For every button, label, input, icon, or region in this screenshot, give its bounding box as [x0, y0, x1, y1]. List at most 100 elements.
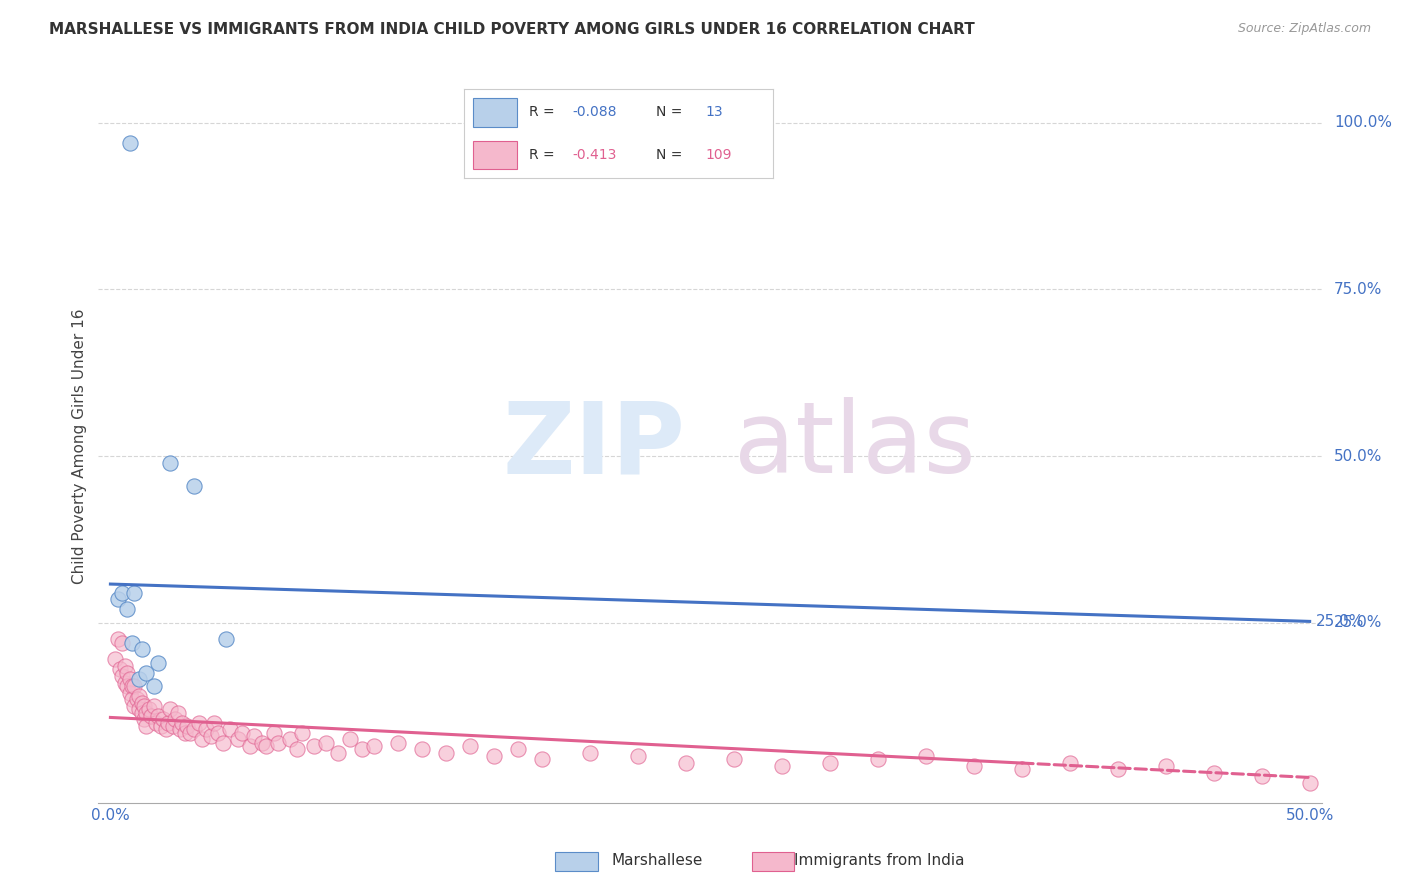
- Point: [176, 719, 198, 733]
- Text: 100.0%: 100.0%: [1334, 115, 1392, 130]
- Point: [328, 746, 350, 760]
- Point: [212, 736, 235, 750]
- Point: [107, 632, 129, 647]
- Text: -0.088: -0.088: [572, 105, 617, 120]
- Point: [104, 652, 127, 666]
- Point: [291, 725, 314, 739]
- Text: ZIP: ZIP: [503, 398, 686, 494]
- Point: [128, 689, 150, 703]
- Point: [132, 713, 155, 727]
- FancyBboxPatch shape: [474, 141, 516, 169]
- FancyBboxPatch shape: [474, 98, 516, 127]
- Point: [115, 665, 138, 680]
- Point: [145, 715, 167, 730]
- Point: [411, 742, 433, 756]
- Point: [627, 749, 650, 764]
- Point: [183, 723, 205, 737]
- Point: [135, 706, 157, 720]
- Point: [243, 729, 266, 743]
- Point: [339, 732, 361, 747]
- Point: [214, 632, 236, 647]
- Y-axis label: Child Poverty Among Girls Under 16: Child Poverty Among Girls Under 16: [72, 309, 87, 583]
- Point: [124, 585, 146, 599]
- Point: [179, 725, 201, 739]
- Point: [131, 706, 153, 720]
- Point: [915, 749, 938, 764]
- Point: [166, 706, 188, 720]
- Point: [131, 696, 153, 710]
- Point: [159, 456, 181, 470]
- Point: [149, 719, 172, 733]
- Point: [173, 725, 195, 739]
- Point: [159, 702, 181, 716]
- Point: [770, 759, 793, 773]
- Point: [263, 725, 285, 739]
- Text: Marshallese: Marshallese: [612, 854, 703, 868]
- Point: [1250, 769, 1272, 783]
- Point: [434, 746, 457, 760]
- Point: [111, 585, 134, 599]
- Point: [115, 602, 138, 616]
- Point: [108, 662, 131, 676]
- Text: atlas: atlas: [734, 398, 976, 494]
- Point: [114, 675, 136, 690]
- Point: [267, 736, 290, 750]
- Point: [142, 679, 165, 693]
- Point: [121, 692, 143, 706]
- Point: [114, 659, 136, 673]
- Point: [190, 732, 212, 747]
- Point: [141, 709, 163, 723]
- Point: [231, 725, 253, 739]
- Point: [111, 669, 134, 683]
- Text: N =: N =: [655, 105, 682, 120]
- Point: [1059, 756, 1081, 770]
- Point: [142, 699, 165, 714]
- Point: [1202, 765, 1225, 780]
- Point: [723, 752, 745, 766]
- Point: [128, 702, 150, 716]
- Point: [132, 699, 155, 714]
- Point: [125, 692, 148, 706]
- Point: [111, 636, 134, 650]
- Point: [207, 725, 229, 739]
- Text: Immigrants from India: Immigrants from India: [794, 854, 965, 868]
- Point: [152, 713, 174, 727]
- Point: [118, 136, 141, 150]
- Point: [128, 673, 150, 687]
- Text: R =: R =: [529, 148, 554, 162]
- Point: [169, 723, 191, 737]
- Point: [188, 715, 211, 730]
- Point: [124, 679, 146, 693]
- Point: [200, 729, 222, 743]
- Point: [250, 736, 273, 750]
- Point: [458, 739, 481, 753]
- Point: [963, 759, 986, 773]
- Point: [131, 642, 153, 657]
- Point: [579, 746, 602, 760]
- Point: [238, 739, 260, 753]
- Point: [195, 723, 218, 737]
- Point: [121, 679, 143, 693]
- Text: 75.0%: 75.0%: [1334, 282, 1382, 297]
- Point: [156, 715, 179, 730]
- Point: [508, 742, 530, 756]
- Point: [254, 739, 277, 753]
- Point: [118, 686, 141, 700]
- Point: [675, 756, 697, 770]
- Point: [352, 742, 374, 756]
- Point: [1298, 776, 1320, 790]
- Point: [219, 723, 242, 737]
- Point: [118, 673, 141, 687]
- Point: [124, 699, 146, 714]
- Point: [531, 752, 554, 766]
- Text: R =: R =: [529, 105, 554, 120]
- Point: [278, 732, 301, 747]
- Point: [1011, 763, 1033, 777]
- Point: [121, 636, 143, 650]
- Text: MARSHALLESE VS IMMIGRANTS FROM INDIA CHILD POVERTY AMONG GIRLS UNDER 16 CORRELAT: MARSHALLESE VS IMMIGRANTS FROM INDIA CHI…: [49, 22, 974, 37]
- Point: [183, 479, 205, 493]
- Point: [287, 742, 309, 756]
- Point: [162, 719, 184, 733]
- Text: 109: 109: [706, 148, 731, 162]
- Point: [1107, 763, 1129, 777]
